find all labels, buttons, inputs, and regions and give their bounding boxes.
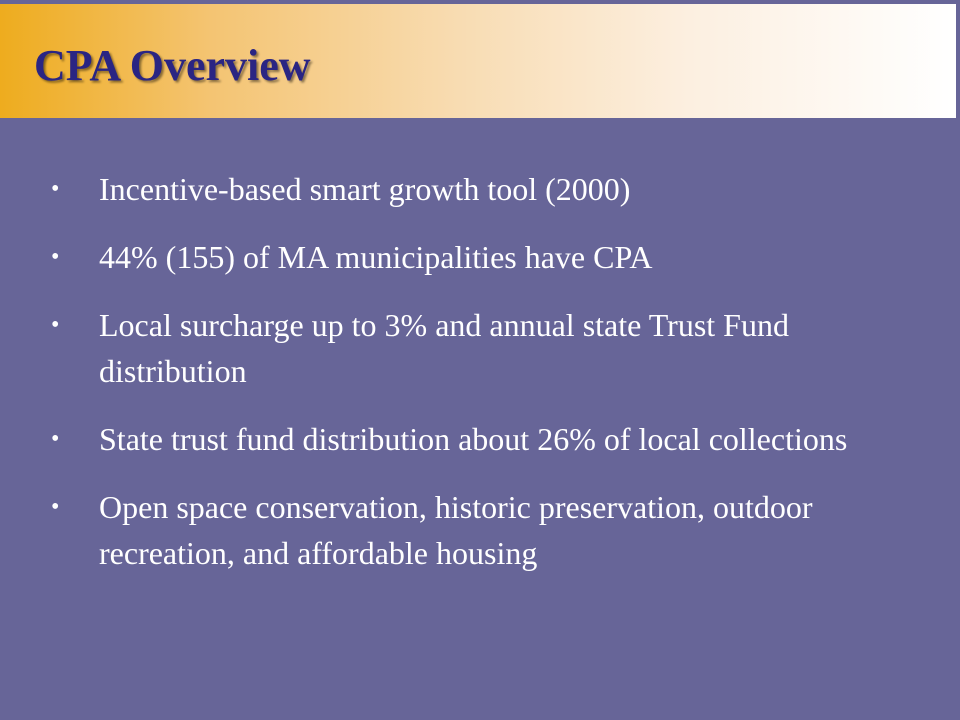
bullet-item: • Open space conservation, historic pres… [48, 484, 928, 576]
bullet-icon: • [51, 426, 60, 452]
title-banner: CPA Overview [0, 4, 956, 118]
bullet-text: Incentive-based smart growth tool (2000) [99, 171, 631, 207]
bullet-text: Local surcharge up to 3% and annual stat… [99, 307, 789, 389]
right-border [956, 4, 960, 118]
bullet-icon: • [51, 244, 60, 270]
bullet-item: • 44% (155) of MA municipalities have CP… [48, 234, 928, 280]
bullet-item: • Incentive-based smart growth tool (200… [48, 166, 928, 212]
bullet-icon: • [51, 176, 60, 202]
bullet-item: • State trust fund distribution about 26… [48, 416, 928, 462]
top-border [0, 0, 960, 4]
bullet-text: 44% (155) of MA municipalities have CPA [99, 239, 653, 275]
slide-title: CPA Overview [34, 41, 311, 90]
bullet-list: • Incentive-based smart growth tool (200… [48, 166, 928, 598]
bullet-item: • Local surcharge up to 3% and annual st… [48, 302, 928, 394]
bullet-icon: • [51, 494, 60, 520]
bullet-text: State trust fund distribution about 26% … [99, 421, 848, 457]
bullet-icon: • [51, 312, 60, 338]
bullet-text: Open space conservation, historic preser… [99, 489, 813, 571]
